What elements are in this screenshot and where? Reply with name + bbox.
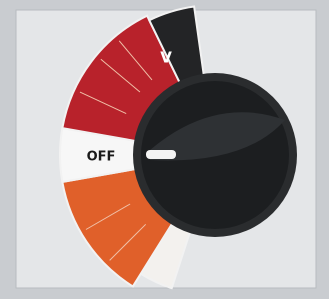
knob-pointer: [146, 150, 176, 159]
off-label: OFF: [87, 150, 116, 165]
volts-label: V: [160, 49, 172, 67]
page: {"dial": {"labels": {"volts": "V", "off"…: [0, 0, 329, 299]
dial-photo: V OFF: [0, 0, 329, 299]
